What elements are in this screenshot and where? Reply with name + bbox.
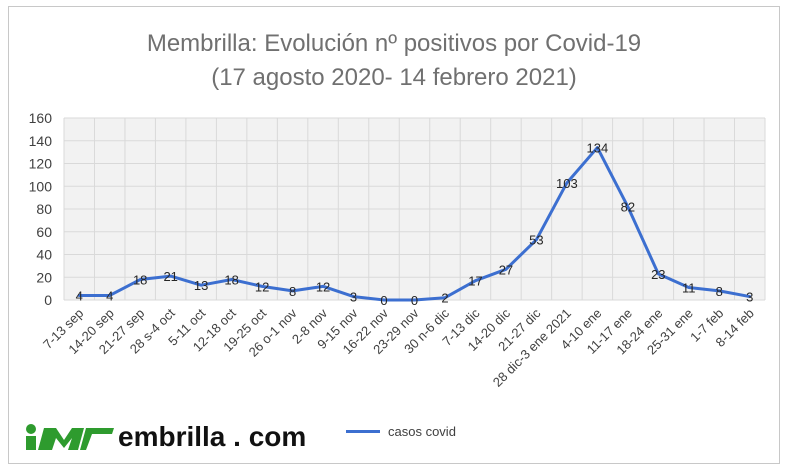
- y-tick-label: 100: [29, 178, 53, 194]
- series-line-casos-covid: [77, 146, 752, 302]
- chart-title: Membrilla: Evolución nº positivos por Co…: [146, 30, 642, 57]
- y-tick-label: 80: [36, 201, 52, 217]
- data-label: 8: [716, 284, 723, 299]
- data-label: 3: [350, 290, 357, 305]
- data-label: 13: [194, 278, 208, 293]
- data-label: 23: [651, 267, 665, 282]
- membrilla-logo: embrilla . com: [24, 421, 307, 452]
- y-tick-label: 20: [36, 269, 52, 285]
- data-label: 4: [106, 288, 113, 303]
- data-label: 2: [441, 291, 448, 306]
- data-label: 12: [255, 279, 269, 294]
- y-tick-label: 40: [36, 247, 52, 263]
- y-tick-label: 120: [29, 156, 53, 172]
- chart-legend: casos covid: [346, 424, 456, 439]
- y-tick-label: 0: [44, 292, 52, 308]
- legend-line-swatch: [346, 430, 380, 433]
- data-label: 27: [499, 262, 513, 277]
- logo-text: embrilla . com: [118, 421, 307, 452]
- data-label: 3: [746, 290, 753, 305]
- y-tick-label: 160: [29, 110, 53, 126]
- data-label: 18: [224, 273, 238, 288]
- data-label: 18: [133, 273, 147, 288]
- data-label: 82: [621, 200, 635, 215]
- data-label: 17: [468, 274, 482, 289]
- legend-label: casos covid: [388, 424, 456, 439]
- chart-subtitle: (17 agosto 2020- 14 febrero 2021): [211, 64, 577, 91]
- data-label: 53: [529, 233, 543, 248]
- data-label: 4: [76, 288, 83, 303]
- y-tick-label: 140: [29, 133, 53, 149]
- logo-m-icon: [26, 424, 114, 450]
- data-label: 0: [380, 293, 387, 308]
- y-tick-label: 60: [36, 224, 52, 240]
- data-label: 103: [556, 176, 578, 191]
- data-label: 134: [587, 141, 609, 156]
- data-label: 21: [163, 269, 177, 284]
- data-label: 8: [289, 284, 296, 299]
- data-label: 12: [316, 279, 330, 294]
- data-label: 0: [411, 293, 418, 308]
- data-label: 11: [682, 280, 696, 295]
